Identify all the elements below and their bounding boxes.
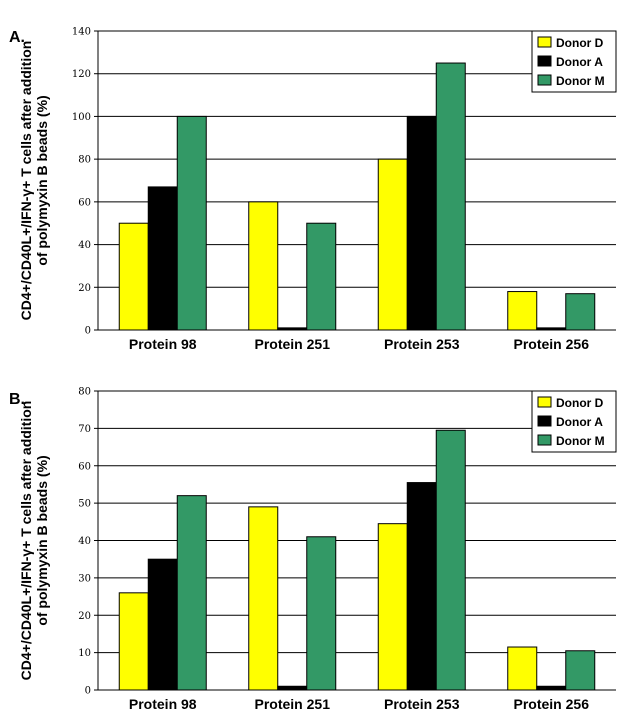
bar-donor-a xyxy=(277,685,308,691)
bar-donor-a xyxy=(147,558,178,691)
legend-label: Donor D xyxy=(556,396,604,410)
y-tick-label: 40 xyxy=(78,240,91,251)
legend-label: Donor A xyxy=(556,55,603,69)
x-category-label: Protein 253 xyxy=(384,336,460,352)
x-category-label: Protein 256 xyxy=(514,696,590,711)
y-tick-label: 80 xyxy=(78,155,91,166)
bar-donor-d xyxy=(118,222,149,331)
bar-donor-d xyxy=(377,523,408,691)
bar-donor-a xyxy=(536,685,567,691)
legend: Donor D Donor A Donor M xyxy=(531,30,617,93)
legend-swatch xyxy=(537,74,552,86)
bar-donor-m xyxy=(565,293,596,331)
y-tick-label: 20 xyxy=(78,283,91,294)
legend-label: Donor D xyxy=(556,36,604,50)
legend-label: Donor M xyxy=(556,434,605,448)
legend-label: Donor M xyxy=(556,74,605,88)
bar-donor-m xyxy=(176,115,207,331)
chart-panel-b: B. CD4+/CD40L+/IFN-γ+ T cells after addit… xyxy=(0,356,619,711)
bar-donor-m xyxy=(306,536,337,691)
legend-swatch xyxy=(537,434,552,446)
bar-chart-a: A.CD4+/CD40L+/IFN-γ+ T cells after addit… xyxy=(9,27,617,352)
y-tick-label: 70 xyxy=(78,424,91,435)
bar-donor-a xyxy=(406,482,437,691)
y-tick-label: 40 xyxy=(78,536,91,547)
x-category-label: Protein 251 xyxy=(255,336,331,352)
y-tick-label: 140 xyxy=(72,27,91,38)
y-tick-label: 50 xyxy=(78,499,91,510)
y-axis-label: CD4+/CD40L+/IFN-γ+ T cells after additio… xyxy=(18,401,50,681)
y-tick-label: 0 xyxy=(85,686,91,697)
y-axis-label: CD4+/CD40L+/IFN-γ+ T cells after additio… xyxy=(18,41,50,321)
panel-label: B. xyxy=(9,391,25,408)
x-category-label: Protein 98 xyxy=(129,336,197,352)
y-axis-label-line-1: CD4+/CD40L+/IFN-γ+ T cells after additio… xyxy=(18,401,34,681)
y-tick-label: 60 xyxy=(78,461,91,472)
y-tick-label: 100 xyxy=(72,112,91,123)
bar-donor-m xyxy=(435,429,466,691)
bar-donor-d xyxy=(248,506,279,691)
y-axis-label-line-2: of polymyxin B beads (%) xyxy=(34,455,50,625)
panel-label: A. xyxy=(9,29,25,46)
bar-donor-m xyxy=(176,495,207,691)
y-tick-label: 80 xyxy=(78,387,91,398)
bar-donor-m xyxy=(306,222,337,331)
y-tick-label: 30 xyxy=(78,573,91,584)
legend-swatch xyxy=(537,36,552,48)
y-tick-label: 120 xyxy=(72,69,91,80)
bar-chart-b: B.CD4+/CD40L+/IFN-γ+ T cells after addit… xyxy=(9,387,617,711)
y-tick-label: 20 xyxy=(78,611,91,622)
x-category-label: Protein 251 xyxy=(255,696,331,711)
bar-donor-d xyxy=(507,646,538,691)
bar-donor-d xyxy=(118,592,149,691)
bar-donor-d xyxy=(377,158,408,331)
bar-donor-a xyxy=(406,115,437,331)
legend-label: Donor A xyxy=(556,415,603,429)
legend-swatch xyxy=(537,55,552,67)
y-axis-label-line-1: CD4+/CD40L+/IFN-γ+ T cells after additio… xyxy=(18,41,34,321)
x-category-label: Protein 253 xyxy=(384,696,460,711)
bar-donor-d xyxy=(248,201,279,331)
bar-donor-m xyxy=(435,62,466,331)
legend: Donor D Donor A Donor M xyxy=(531,390,617,453)
bar-donor-m xyxy=(565,650,596,691)
y-tick-label: 60 xyxy=(78,197,91,208)
x-category-label: Protein 98 xyxy=(129,696,197,711)
bar-donor-d xyxy=(507,291,538,331)
y-tick-label: 0 xyxy=(85,326,91,337)
legend-swatch xyxy=(537,415,552,427)
x-category-label: Protein 256 xyxy=(514,336,590,352)
bar-donor-a xyxy=(147,186,178,331)
y-axis-label-line-2: of polymyxin B beads (%) xyxy=(34,95,50,265)
y-tick-label: 10 xyxy=(78,648,91,659)
chart-panel-a: A. CD4+/CD40L+/IFN-γ+ T cells after addit… xyxy=(0,0,619,355)
legend-swatch xyxy=(537,396,552,408)
